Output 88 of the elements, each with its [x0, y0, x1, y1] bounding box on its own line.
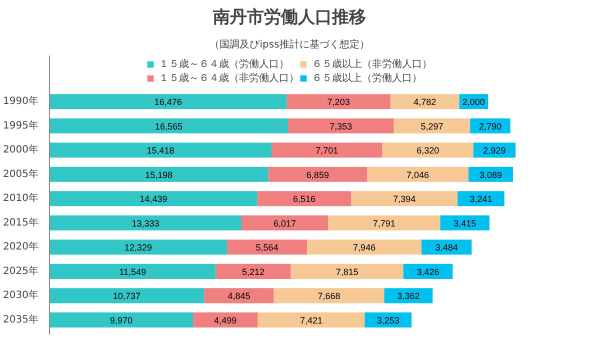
data-label: 7,046 — [406, 170, 430, 180]
data-label: 6,859 — [306, 170, 329, 180]
data-label: 13,333 — [132, 218, 160, 228]
data-label: 7,791 — [372, 218, 396, 228]
y-tick-label: 2010年 — [3, 192, 39, 204]
data-label: 12,329 — [124, 242, 152, 253]
data-label: 7,421 — [300, 315, 323, 326]
bar — [258, 312, 365, 328]
data-label: 5,297 — [420, 121, 444, 132]
bar — [50, 191, 258, 206]
bar — [458, 191, 504, 206]
legend-label: １５歳～６４歳（非労働人口） — [159, 72, 299, 85]
y-tick-label: 2025年 — [3, 264, 39, 277]
data-label: 3,089 — [479, 170, 502, 180]
bar — [50, 240, 228, 255]
bar — [50, 264, 216, 279]
bar — [241, 215, 328, 230]
legend-label: １５歳～６４歳（労働人口） — [159, 58, 289, 71]
bar — [394, 118, 470, 134]
bar — [268, 166, 368, 182]
data-label: 7,668 — [318, 291, 340, 302]
bar — [440, 215, 490, 230]
data-label: 2,000 — [462, 97, 485, 108]
y-tick-label: 1995年 — [3, 119, 39, 132]
bar — [274, 288, 384, 304]
data-label: 5,564 — [256, 242, 278, 253]
data-label: 2,790 — [478, 121, 502, 132]
data-label: 2,929 — [483, 146, 506, 156]
data-label: 9,970 — [110, 315, 133, 326]
data-label: 4,845 — [228, 291, 250, 302]
bar — [390, 94, 460, 110]
data-label: 3,253 — [376, 315, 400, 326]
data-label: 7,353 — [330, 121, 352, 132]
y-tick-label: 2015年 — [3, 216, 39, 228]
bar — [50, 215, 242, 230]
y-tick-label: 1990年 — [3, 95, 39, 108]
bar — [286, 94, 390, 110]
data-label: 6,017 — [274, 218, 296, 228]
bar — [307, 240, 422, 255]
data-label: 4,782 — [414, 97, 436, 108]
data-label: 4,499 — [214, 315, 237, 326]
data-label: 7,946 — [353, 242, 376, 253]
bar — [328, 215, 440, 230]
data-label: 15,418 — [146, 146, 174, 156]
y-tick-label: 2020年 — [3, 240, 39, 253]
legend-label: ６５歳以上（労働人口） — [312, 72, 422, 85]
bar — [216, 264, 291, 279]
bar — [351, 191, 458, 206]
bar — [290, 264, 404, 279]
data-label: 5,212 — [242, 266, 265, 277]
data-label: 14,439 — [140, 194, 168, 204]
data-label: 16,476 — [154, 97, 182, 108]
y-tick-label: 2000年 — [3, 144, 39, 156]
bar — [193, 312, 258, 328]
data-label: 6,320 — [416, 146, 440, 156]
data-label: 3,426 — [416, 266, 440, 277]
bar — [382, 142, 474, 158]
bar — [50, 288, 204, 304]
y-tick-label: 2030年 — [3, 289, 39, 302]
chart-title: 南丹市労働人口推移 — [212, 8, 366, 28]
data-label: 3,484 — [435, 242, 458, 253]
data-label: 7,203 — [327, 97, 350, 108]
data-label: 3,362 — [397, 291, 420, 302]
y-tick-label: 2035年 — [3, 313, 39, 326]
bar — [204, 288, 274, 304]
legend-label: ６５歳以上（非労働人口） — [312, 58, 432, 71]
data-label: 11,549 — [119, 266, 146, 277]
data-label: 3,241 — [470, 194, 492, 204]
y-tick-label: 2005年 — [3, 168, 39, 180]
bar — [50, 118, 288, 134]
bar — [50, 312, 194, 328]
bar — [50, 142, 272, 158]
bar — [50, 166, 268, 182]
chart-subtitle: （国調及びipss推計に基づく想定） — [210, 38, 370, 50]
bar — [227, 240, 308, 255]
data-label: 10,737 — [113, 291, 141, 302]
data-label: 7,815 — [336, 266, 358, 277]
data-label: 7,701 — [316, 146, 338, 156]
bar — [288, 118, 394, 134]
bar — [257, 191, 352, 206]
bar — [50, 94, 287, 110]
data-label: 7,394 — [393, 194, 416, 204]
bar — [367, 166, 469, 182]
bar — [271, 142, 382, 158]
data-label: 6,516 — [293, 194, 316, 204]
data-label: 16,565 — [154, 121, 183, 132]
data-label: 3,415 — [454, 218, 476, 228]
data-label: 15,198 — [145, 170, 173, 180]
